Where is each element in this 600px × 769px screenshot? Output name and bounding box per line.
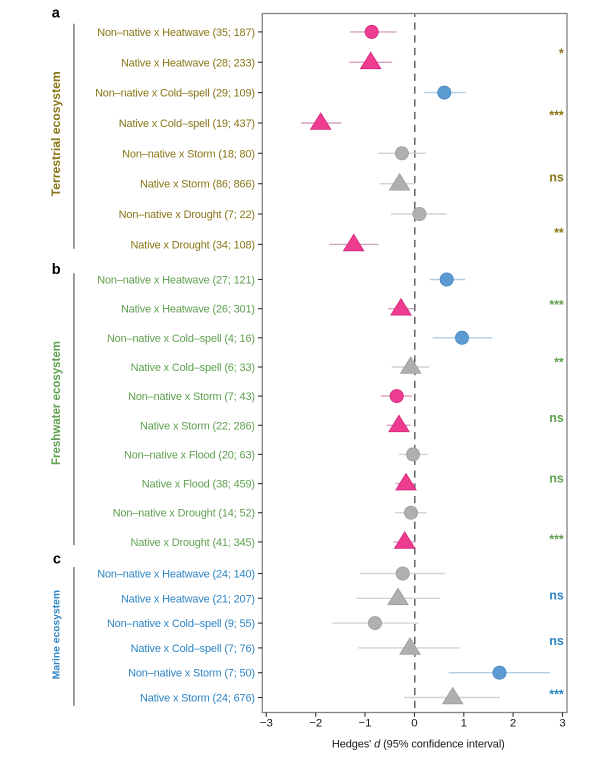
svg-text:Native x Cold–spell (6; 33): Native x Cold–spell (6; 33) bbox=[131, 362, 255, 374]
svg-text:Native x Heatwave (21; 207): Native x Heatwave (21; 207) bbox=[121, 593, 255, 605]
svg-text:Non–native x Drought (14; 52): Non–native x Drought (14; 52) bbox=[113, 508, 255, 520]
svg-text:***: *** bbox=[549, 532, 564, 546]
svg-text:Non–native x Flood (20; 63): Non–native x Flood (20; 63) bbox=[124, 449, 255, 461]
svg-text:−3: −3 bbox=[260, 717, 273, 729]
svg-text:Non–native x Heatwave (24; 140: Non–native x Heatwave (24; 140) bbox=[97, 569, 255, 581]
svg-text:Native x Heatwave (26; 301): Native x Heatwave (26; 301) bbox=[121, 304, 255, 316]
svg-text:Native x Drought (41; 345): Native x Drought (41; 345) bbox=[131, 537, 255, 549]
svg-text:Terrestrial ecosystem: Terrestrial ecosystem bbox=[49, 71, 63, 196]
svg-text:Native x Drought (34; 108): Native x Drought (34; 108) bbox=[131, 239, 255, 251]
svg-text:ns: ns bbox=[549, 170, 564, 184]
svg-text:ns: ns bbox=[549, 588, 564, 602]
svg-text:c: c bbox=[53, 551, 61, 567]
svg-text:*: * bbox=[559, 47, 564, 61]
svg-text:Non–native x Cold–spell (29; 1: Non–native x Cold–spell (29; 109) bbox=[95, 88, 255, 100]
svg-text:***: *** bbox=[549, 298, 564, 312]
svg-text:Native x Cold–spell (19; 437): Native x Cold–spell (19; 437) bbox=[119, 118, 255, 130]
svg-text:***: *** bbox=[549, 109, 564, 123]
svg-text:***: *** bbox=[549, 687, 564, 701]
svg-text:Native x Storm (22; 286): Native x Storm (22; 286) bbox=[140, 420, 255, 432]
svg-text:ns: ns bbox=[549, 411, 564, 425]
svg-text:Non–native x Cold–spell (9; 55: Non–native x Cold–spell (9; 55) bbox=[107, 618, 255, 630]
svg-text:Marine ecosystem: Marine ecosystem bbox=[51, 590, 62, 679]
svg-text:ns: ns bbox=[549, 472, 564, 486]
svg-text:ns: ns bbox=[549, 634, 564, 648]
svg-text:Native x Heatwave (28; 233): Native x Heatwave (28; 233) bbox=[121, 57, 255, 69]
svg-text:Non–native x Heatwave (35; 187: Non–native x Heatwave (35; 187) bbox=[97, 27, 255, 39]
svg-text:Non–native x Cold–spell (4; 16: Non–native x Cold–spell (4; 16) bbox=[107, 333, 255, 345]
svg-text:Non–native x Storm (7; 43): Non–native x Storm (7; 43) bbox=[128, 391, 255, 403]
svg-text:Non–native x Drought (7; 22): Non–native x Drought (7; 22) bbox=[119, 209, 255, 221]
svg-text:Hedges' d (95% confidence inte: Hedges' d (95% confidence interval) bbox=[332, 739, 505, 751]
svg-text:Non–native x Heatwave (27; 121: Non–native x Heatwave (27; 121) bbox=[97, 275, 255, 287]
svg-text:Native x Flood (38; 459): Native x Flood (38; 459) bbox=[142, 479, 255, 491]
svg-text:0: 0 bbox=[411, 717, 417, 729]
svg-text:−1: −1 bbox=[359, 717, 372, 729]
svg-text:Freshwater ecosystem: Freshwater ecosystem bbox=[51, 341, 63, 465]
svg-text:Native x Storm (24; 676): Native x Storm (24; 676) bbox=[140, 693, 255, 705]
svg-text:Native x Cold–spell (7; 76): Native x Cold–spell (7; 76) bbox=[131, 643, 255, 655]
svg-text:Non–native x Storm (18; 80): Non–native x Storm (18; 80) bbox=[122, 148, 255, 160]
svg-text:1: 1 bbox=[461, 717, 467, 729]
svg-text:**: ** bbox=[554, 356, 564, 370]
svg-text:Non–native x Storm (7; 50): Non–native x Storm (7; 50) bbox=[128, 668, 255, 680]
svg-text:a: a bbox=[52, 6, 61, 22]
svg-text:−2: −2 bbox=[309, 717, 322, 729]
svg-text:Native x Storm (86; 866): Native x Storm (86; 866) bbox=[140, 179, 255, 191]
svg-text:b: b bbox=[52, 262, 61, 278]
svg-text:**: ** bbox=[554, 226, 564, 240]
svg-text:2: 2 bbox=[510, 717, 516, 729]
svg-text:3: 3 bbox=[559, 717, 565, 729]
